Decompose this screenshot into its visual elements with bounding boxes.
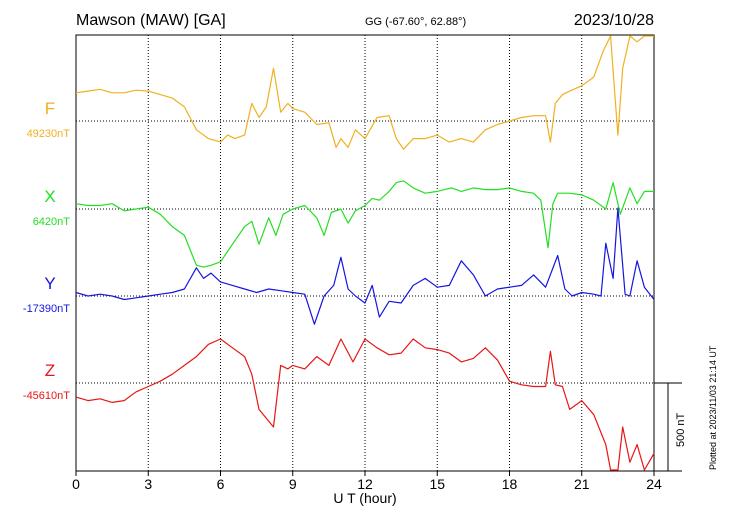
component-labels: F 49230nT X 6420nT Y -17390nT Z -45610nT xyxy=(23,99,70,402)
x-axis-ticks: 0 3 6 9 12 15 18 21 24 xyxy=(72,471,662,492)
x-tick-label: 6 xyxy=(217,476,225,492)
baseline-value-z: -45610nT xyxy=(23,390,70,402)
plotted-timestamp: Plotted at 2023/11/03 21:14 UT xyxy=(708,345,718,470)
series-line-y xyxy=(75,207,655,325)
x-tick-label: 3 xyxy=(144,476,152,492)
component-name-y: Y xyxy=(44,274,55,293)
scale-bar: 500 nT xyxy=(654,382,687,472)
x-tick-label: 18 xyxy=(502,476,518,492)
plot-frame xyxy=(75,34,655,472)
x-axis-label: U T (hour) xyxy=(333,490,396,506)
x-tick-label: 0 xyxy=(72,476,80,492)
series-line-z xyxy=(75,338,655,471)
series-lines xyxy=(75,35,655,471)
x-tick-label: 15 xyxy=(429,476,445,492)
baseline-value-x: 6420nT xyxy=(33,216,71,228)
x-tick-label: 9 xyxy=(289,476,297,492)
coordinates-label: GG (-67.60°, 62.88°) xyxy=(365,16,466,28)
x-tick-label: 24 xyxy=(646,476,662,492)
station-title: Mawson (MAW) [GA] xyxy=(76,12,226,29)
component-name-z: Z xyxy=(45,361,55,380)
component-name-x: X xyxy=(44,187,55,206)
series-line-x xyxy=(75,180,654,268)
series-line-f xyxy=(75,35,654,150)
x-tick-label: 12 xyxy=(357,476,373,492)
baseline-value-y: -17390nT xyxy=(23,303,70,315)
date-label: 2023/10/28 xyxy=(574,12,654,29)
scale-bar-label: 500 nT xyxy=(675,412,687,447)
grid-lines xyxy=(76,35,654,471)
baseline-value-f: 49230nT xyxy=(27,128,71,140)
component-name-f: F xyxy=(45,99,55,118)
x-tick-label: 21 xyxy=(574,476,590,492)
